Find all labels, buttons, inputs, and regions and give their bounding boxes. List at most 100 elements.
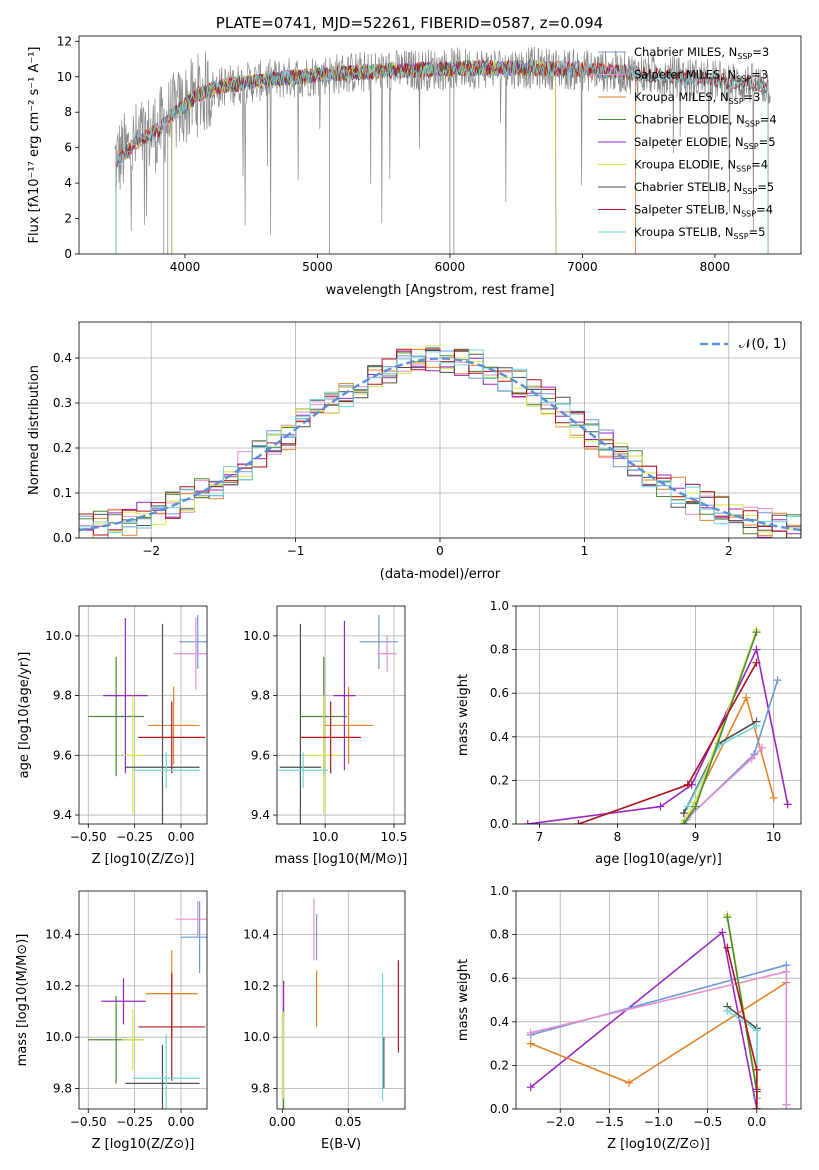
residuals-legend-label: 𝒩(0, 1) [739, 337, 786, 352]
weight-vs-age-series-kroupa-miles-marker [769, 793, 778, 802]
weight-vs-age-series-salpeter-stelib [578, 662, 758, 824]
mass-vs-Z-xlabel: Z [log10(Z/Z⊙)] [92, 1137, 195, 1152]
mass-vs-EBV-ytick-label: 10.0 [243, 1030, 270, 1044]
residuals-ytick-label: 0.4 [53, 351, 72, 365]
age-vs-Z-xtick-label: 0.00 [168, 830, 195, 844]
age-vs-mass-ytick-label: 10.0 [243, 629, 270, 643]
age-vs-mass-axes-plot-area [277, 606, 405, 824]
residuals-xlabel: (data-model)/error [380, 567, 501, 582]
legend-label: Salpeter ELODIE, NSSP=5 [634, 135, 776, 151]
spectrum-ylabel: Flux [fλ10⁻¹⁷ erg cm⁻² s⁻¹ A⁻¹] [27, 47, 42, 244]
age-vs-Z-xtick-label: −0.25 [116, 830, 153, 844]
mass-vs-EBV-axes: 0.00 0.05 9.8 10.0 10.2 10.4 [243, 890, 406, 1129]
residuals-xtick-label: 2 [725, 544, 733, 558]
spectrum-xtick-label: 8000 [700, 260, 731, 274]
weight-vs-age-series-chabrier-miles-marker [773, 676, 782, 685]
age-vs-Z-axes-plot-area [79, 606, 207, 824]
mass-vs-Z-ytick-label: 10.0 [45, 1030, 72, 1044]
normal-curve [79, 357, 801, 532]
weight-vs-Z-xlabel: Z [log10(Z/Z⊙)] [607, 1137, 710, 1152]
weight-vs-Z-ytick-label: 0.0 [490, 1102, 509, 1116]
residuals-ytick-label: 0.0 [53, 531, 72, 545]
weight-vs-Z-series-salpeter-miles-marker [782, 967, 791, 976]
residuals-frame [78, 321, 802, 539]
spectrum-ytick-label: 0 [64, 247, 72, 261]
age-vs-mass-frame [276, 605, 406, 825]
mass-vs-EBV-xtick-label: 0.00 [269, 1115, 296, 1129]
weight-vs-age-ytick-label: 1.0 [490, 599, 509, 613]
weight-vs-Z-axes: −2.0 −1.5 −1.0 −0.5 0.0 0.0 0.2 0.4 0.6 0.8 1.0 [490, 884, 802, 1129]
residuals-axes: −2 −1 0 1 2 0.0 0.1 0.2 0.3 0.4 [53, 321, 802, 558]
mass-vs-Z-frame [78, 890, 208, 1110]
weight-vs-Z-series-salpeter-stelib-marker [723, 943, 732, 952]
spectrum-frame [78, 35, 802, 255]
age-vs-Z-ytick-label: 10.0 [45, 629, 72, 643]
weight-vs-age-series-salpeter-elodie-marker [523, 820, 532, 824]
spectrum-model-kroupa-stelib [115, 59, 769, 254]
mass-vs-Z-xtick-label: −0.50 [70, 1115, 107, 1129]
residuals-ytick-label: 0.2 [53, 441, 72, 455]
weight-vs-age-series-kroupa-miles [683, 695, 775, 824]
weight-vs-Z-xtick-label: −0.5 [693, 1115, 722, 1129]
weight-vs-age-series-salpeter-elodie-marker [656, 802, 665, 811]
age-vs-Z-ytick-label: 9.6 [53, 748, 72, 762]
spectrum-ytick-label: 4 [64, 176, 72, 190]
weight-vs-age-series-chabrier-elodie-marker [679, 820, 688, 824]
mass-vs-Z-ytick-label: 10.2 [45, 979, 72, 993]
mass-vs-Z-xtick-label: −0.25 [116, 1115, 153, 1129]
weight-vs-age-series-kroupa-elodie-marker [677, 820, 686, 824]
age-vs-Z-axes: −0.50 −0.25 0.00 9.4 9.6 9.8 10.0 [45, 605, 208, 844]
mass-vs-EBV-axes-plot-area [277, 891, 405, 1109]
weight-vs-age-series-salpeter-elodie-marker [752, 645, 761, 654]
weight-vs-age-xlabel: age [log10(age/yr)] [595, 852, 722, 867]
weight-vs-age-xtick-label: 7 [536, 830, 544, 844]
weight-vs-age-axes: 7 8 9 10 0.0 0.2 0.4 0.6 0.8 1.0 [490, 599, 802, 844]
spectrum-title: PLATE=0741, MJD=52261, FIBERID=0587, z=0… [216, 14, 603, 32]
age-vs-mass-xtick-label: 10.5 [381, 830, 408, 844]
weight-vs-age-ytick-label: 0.6 [490, 686, 509, 700]
weight-vs-age-series-salpeter-miles-marker [757, 743, 766, 752]
spectrum-xtick-label: 7000 [567, 260, 598, 274]
age-vs-mass-xlabel: mass [log10(M/M⊙)] [275, 852, 408, 867]
residuals-xtick-label: −1 [287, 544, 305, 558]
age-vs-Z-ytick-label: 9.8 [53, 689, 72, 703]
weight-vs-age-series-chabrier-stelib-marker [679, 809, 688, 818]
weight-vs-age-series-kroupa-miles-marker [742, 693, 751, 702]
spectrum-xlabel: wavelength [Angstrom, rest frame] [326, 283, 555, 298]
weight-vs-Z-series-chabrier-elodie-marker [723, 913, 732, 922]
weight-vs-Z-series-salpeter-stelib-marker [752, 1065, 761, 1074]
weight-vs-age-series-chabrier-elodie-marker [691, 802, 700, 811]
weight-vs-Z-series-salpeter-elodie [530, 930, 758, 1109]
spectrum-ytick-label: 12 [57, 34, 72, 48]
legend-label: Chabrier MILES, NSSP=3 [634, 45, 769, 61]
weight-vs-age-series-salpeter-stelib-marker [752, 658, 761, 667]
spectrum-ytick-label: 10 [57, 70, 72, 84]
weight-vs-age-series-salpeter-miles-marker [747, 754, 756, 763]
mass-vs-EBV-xlabel: E(B-V) [321, 1137, 361, 1152]
legend-label: Chabrier STELIB, NSSP=5 [634, 180, 774, 196]
residuals-xtick-label: 0 [436, 544, 444, 558]
age-vs-Z-frame [78, 605, 208, 825]
weight-vs-Z-ytick-label: 0.4 [490, 1015, 509, 1029]
weight-vs-Z-frame [515, 890, 802, 1110]
mass-vs-EBV-ytick-label: 10.2 [243, 979, 270, 993]
age-vs-mass-xtick-label: 10.0 [312, 830, 339, 844]
spectrum-model-chabrier-stelib [115, 58, 769, 254]
legend-label: Kroupa ELODIE, NSSP=4 [634, 158, 768, 174]
weight-vs-Z-series-kroupa-miles-marker [625, 1078, 634, 1087]
spectrum-xtick-label: 6000 [435, 260, 466, 274]
spectrum-ytick-label: 6 [64, 141, 72, 155]
age-vs-Z-ylabel: age [log10(age/yr)] [17, 652, 32, 779]
weight-vs-age-series-kroupa-stelib-marker [683, 802, 692, 811]
spectrum-xtick-label: 4000 [170, 260, 201, 274]
weight-vs-Z-xtick-label: −2.0 [546, 1115, 575, 1129]
weight-vs-Z-axes-plot-area [516, 891, 801, 1109]
spectrum-xtick-label: 5000 [302, 260, 333, 274]
legend-label: Kroupa MILES, NSSP=3 [634, 90, 760, 106]
mass-vs-EBV-ytick-label: 9.8 [251, 1081, 270, 1095]
spectrum-axes-plot-area [114, 46, 771, 254]
spectrum-model-kroupa-miles [115, 60, 636, 254]
weight-vs-age-series-salpeter-elodie-marker [783, 800, 792, 809]
mass-vs-EBV-ytick-label: 10.4 [243, 928, 270, 942]
weight-vs-Z-ytick-label: 1.0 [490, 884, 509, 898]
